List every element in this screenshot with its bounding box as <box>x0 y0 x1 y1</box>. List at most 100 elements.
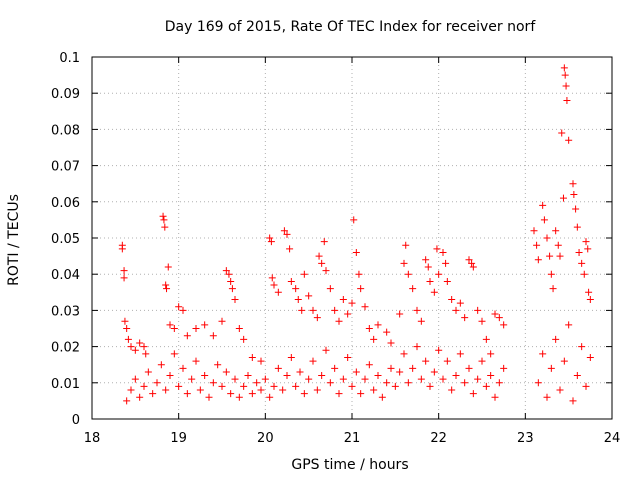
data-point <box>387 364 395 372</box>
data-point <box>218 382 226 390</box>
data-point <box>170 325 178 332</box>
data-point <box>374 321 382 329</box>
data-point <box>166 372 174 380</box>
y-tick-label: 0.08 <box>51 123 80 138</box>
data-point <box>179 364 187 372</box>
data-point <box>422 357 430 365</box>
data-point <box>270 382 278 390</box>
data-point <box>402 241 410 249</box>
data-point <box>439 375 447 383</box>
data-point <box>562 82 570 90</box>
data-point <box>309 357 317 365</box>
y-tick-label: 0.07 <box>51 160 80 175</box>
data-point <box>465 364 473 372</box>
data-point <box>183 390 191 398</box>
data-point <box>361 303 369 311</box>
x-tick-label: 19 <box>170 431 187 446</box>
data-point <box>179 306 187 314</box>
data-point <box>214 361 222 369</box>
data-point <box>339 375 347 383</box>
data-point <box>409 364 417 372</box>
data-point <box>344 310 352 318</box>
y-tick-label: 0.05 <box>51 232 80 247</box>
data-point <box>430 288 438 296</box>
data-point <box>305 375 313 383</box>
data-point <box>456 350 464 358</box>
data-point <box>120 267 128 275</box>
data-point <box>573 372 581 380</box>
data-point <box>500 321 508 329</box>
data-point <box>582 238 590 246</box>
data-point <box>572 205 580 213</box>
data-point <box>452 372 460 380</box>
data-point <box>136 393 144 401</box>
data-point <box>268 274 276 282</box>
data-point <box>279 386 287 394</box>
chart-title: Day 169 of 2015, Rate Of TEC Index for r… <box>165 19 537 35</box>
data-point <box>560 64 568 72</box>
data-point <box>474 375 482 383</box>
data-point <box>534 256 542 264</box>
data-point <box>578 259 586 267</box>
data-point <box>161 223 169 231</box>
data-point <box>227 390 235 398</box>
data-point <box>534 379 542 387</box>
data-point <box>313 314 321 322</box>
data-point <box>383 328 391 336</box>
data-point <box>396 310 404 318</box>
data-point <box>209 379 217 387</box>
data-point <box>287 277 295 285</box>
data-points <box>118 64 594 405</box>
x-tick-label: 22 <box>430 431 447 446</box>
data-point <box>569 397 577 405</box>
data-point <box>365 361 373 369</box>
data-point <box>482 382 490 390</box>
data-point <box>201 321 209 329</box>
data-point <box>231 296 239 304</box>
data-point <box>127 386 135 394</box>
data-point <box>469 390 477 398</box>
data-point <box>240 382 248 390</box>
data-point <box>196 386 204 394</box>
data-point <box>539 350 547 358</box>
data-point <box>240 335 248 343</box>
data-point <box>283 372 291 380</box>
data-point <box>298 306 306 314</box>
data-point <box>417 317 425 325</box>
data-point <box>313 386 321 394</box>
data-point <box>378 393 386 401</box>
data-point <box>549 285 557 293</box>
x-tick-label: 18 <box>84 431 101 446</box>
data-point <box>578 343 586 351</box>
data-point <box>160 216 168 224</box>
data-point <box>227 277 235 285</box>
data-point <box>404 270 412 278</box>
data-point <box>257 357 265 365</box>
data-point <box>322 346 330 354</box>
data-point <box>131 346 139 354</box>
data-point <box>430 368 438 376</box>
data-point <box>159 212 167 220</box>
data-point <box>270 281 278 289</box>
data-point <box>546 252 554 260</box>
data-point <box>222 267 230 275</box>
data-point <box>261 375 269 383</box>
data-point <box>175 382 183 390</box>
data-point <box>153 379 161 387</box>
data-point <box>124 335 132 343</box>
data-point <box>266 234 274 242</box>
data-point <box>274 288 282 296</box>
data-point <box>335 390 343 398</box>
y-tick-label: 0.04 <box>51 268 80 283</box>
data-point <box>318 259 326 267</box>
data-point <box>339 296 347 304</box>
data-point <box>448 296 456 304</box>
data-point <box>586 353 594 361</box>
data-point <box>361 375 369 383</box>
data-point <box>491 310 499 318</box>
data-point <box>205 393 213 401</box>
data-point <box>495 379 503 387</box>
x-tick-label: 24 <box>604 431 621 446</box>
data-point <box>552 227 560 235</box>
data-point <box>352 248 360 256</box>
